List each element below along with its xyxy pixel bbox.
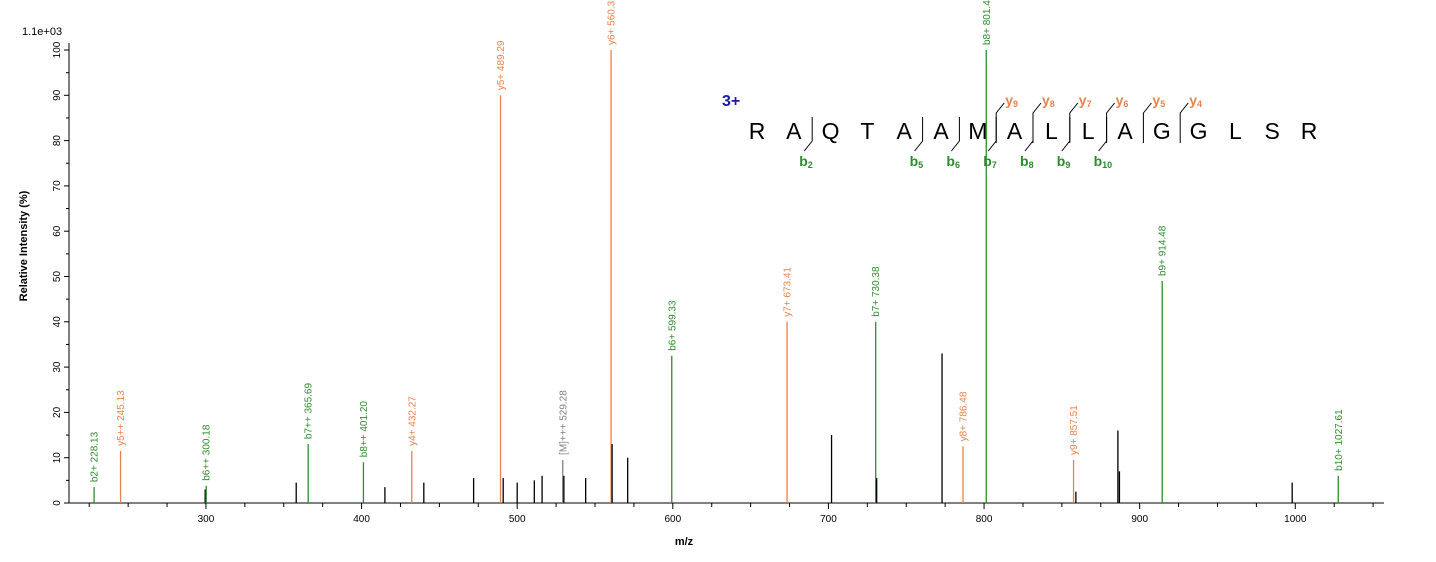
- residue: L: [1045, 118, 1058, 144]
- peak-label: y9+ 857.51: [1069, 405, 1080, 455]
- y-ion-label: y6: [1116, 92, 1129, 109]
- peak-label: y8+ 786.48: [959, 391, 970, 441]
- peak-label: y4+ 432.27: [407, 396, 418, 446]
- peak-label: b6++ 300.18: [202, 424, 213, 481]
- residue: A: [933, 118, 949, 144]
- y-tick-label: 80: [52, 135, 63, 147]
- x-tick-label: 600: [664, 514, 681, 525]
- b-ion-label: b6: [946, 153, 960, 170]
- y-ion-marker: [1142, 102, 1152, 143]
- residue: G: [1190, 118, 1208, 144]
- x-tick-label: 400: [353, 514, 370, 525]
- residue: L: [1229, 118, 1242, 144]
- residue: R: [1301, 118, 1318, 144]
- peak-label: b6+ 599.33: [667, 300, 678, 351]
- peak-label: b2+ 228.13: [90, 431, 101, 482]
- residue: M: [968, 118, 987, 144]
- residue: S: [1265, 118, 1280, 144]
- y-tick-label: 10: [52, 452, 63, 464]
- peak-label: b7++ 365.69: [304, 383, 315, 440]
- y-tick-label: 20: [52, 406, 63, 418]
- y-ion-label: y8: [1042, 92, 1055, 109]
- x-ticks: 300 400 500 600 700 800 900 1000: [88, 503, 1374, 525]
- y-ion-marker: [1069, 102, 1079, 143]
- x-tick-label: 700: [820, 514, 837, 525]
- peaks: [93, 50, 1339, 503]
- y-tick-label: 100: [52, 41, 63, 58]
- b-ion-label: b9: [1057, 153, 1071, 170]
- y-tick-label: 60: [52, 225, 63, 237]
- residue: A: [1007, 118, 1023, 144]
- residue: A: [897, 118, 913, 144]
- b-ion-marker: [1061, 117, 1071, 152]
- y-ticks: 0 10 20 30 40 50 60 70 80 90 100: [52, 41, 69, 506]
- b-ion-label: b10: [1094, 153, 1113, 170]
- x-tick-label: 1000: [1284, 514, 1307, 525]
- residue: A: [1117, 118, 1133, 144]
- residue: Q: [822, 118, 840, 144]
- peak-label: b10+ 1027.61: [1334, 409, 1345, 471]
- y-tick-label: 50: [52, 271, 63, 283]
- peak-label: [M]+++ 529.28: [558, 390, 569, 455]
- y-ion-label: y4: [1189, 92, 1202, 109]
- residue: T: [860, 118, 874, 144]
- residue: L: [1082, 118, 1095, 144]
- peak-labels: b2+ 228.13 y5++ 245.13 b6++ 300.18 b7++ 365…: [90, 0, 1345, 482]
- peak-label: y7+ 673.41: [783, 267, 794, 317]
- peak-label: b8++ 401.20: [359, 401, 370, 458]
- residue: A: [786, 118, 802, 144]
- peak-label: y5+ 489.29: [496, 40, 507, 90]
- peak-label: b8+ 801.42: [982, 0, 993, 45]
- y-ion-marker: [1032, 102, 1042, 143]
- y-ion-marker: [1179, 102, 1189, 143]
- b-ion-marker: [914, 117, 924, 152]
- x-axis-title: m/z: [675, 536, 694, 548]
- peak-label: y5++ 245.13: [116, 390, 127, 446]
- b-ion-marker: [1024, 117, 1034, 152]
- residue: R: [749, 118, 766, 144]
- x-tick-label: 900: [1131, 514, 1148, 525]
- scale-label: 1.1e+03: [22, 26, 62, 38]
- x-tick-label: 500: [509, 514, 526, 525]
- b-ion-marker: [1098, 117, 1108, 152]
- y-tick-label: 30: [52, 361, 63, 373]
- y-axis-title: Relative Intensity (%): [18, 190, 30, 301]
- peak-label: b9+ 914.48: [1158, 225, 1169, 276]
- b-ion-label: b2: [799, 153, 813, 170]
- y-ion-label: y7: [1079, 92, 1092, 109]
- y-ion-marker: [995, 102, 1005, 143]
- y-ion-marker: [1106, 102, 1115, 143]
- b-ion-label: b8: [1020, 153, 1034, 170]
- y-tick-label: 0: [52, 500, 63, 506]
- b-ion-marker: [987, 117, 997, 152]
- y-ion-label: y5: [1152, 92, 1165, 109]
- b-ion-label: b5: [910, 153, 924, 170]
- y-tick-label: 90: [52, 89, 63, 101]
- peak-label: y6+ 560.32: [607, 0, 618, 45]
- y-tick-label: 40: [52, 316, 63, 328]
- x-tick-label: 800: [976, 514, 993, 525]
- peak-label: b7+ 730.38: [871, 266, 882, 317]
- b-ion-marker: [803, 117, 813, 152]
- y-ion-label: y9: [1005, 92, 1018, 109]
- b-ion-label: b7: [983, 153, 997, 170]
- x-tick-label: 300: [198, 514, 215, 525]
- y-tick-label: 70: [52, 180, 63, 192]
- charge-state: 3+: [722, 93, 740, 110]
- b-ion-marker: [951, 117, 960, 152]
- residue: G: [1153, 118, 1171, 144]
